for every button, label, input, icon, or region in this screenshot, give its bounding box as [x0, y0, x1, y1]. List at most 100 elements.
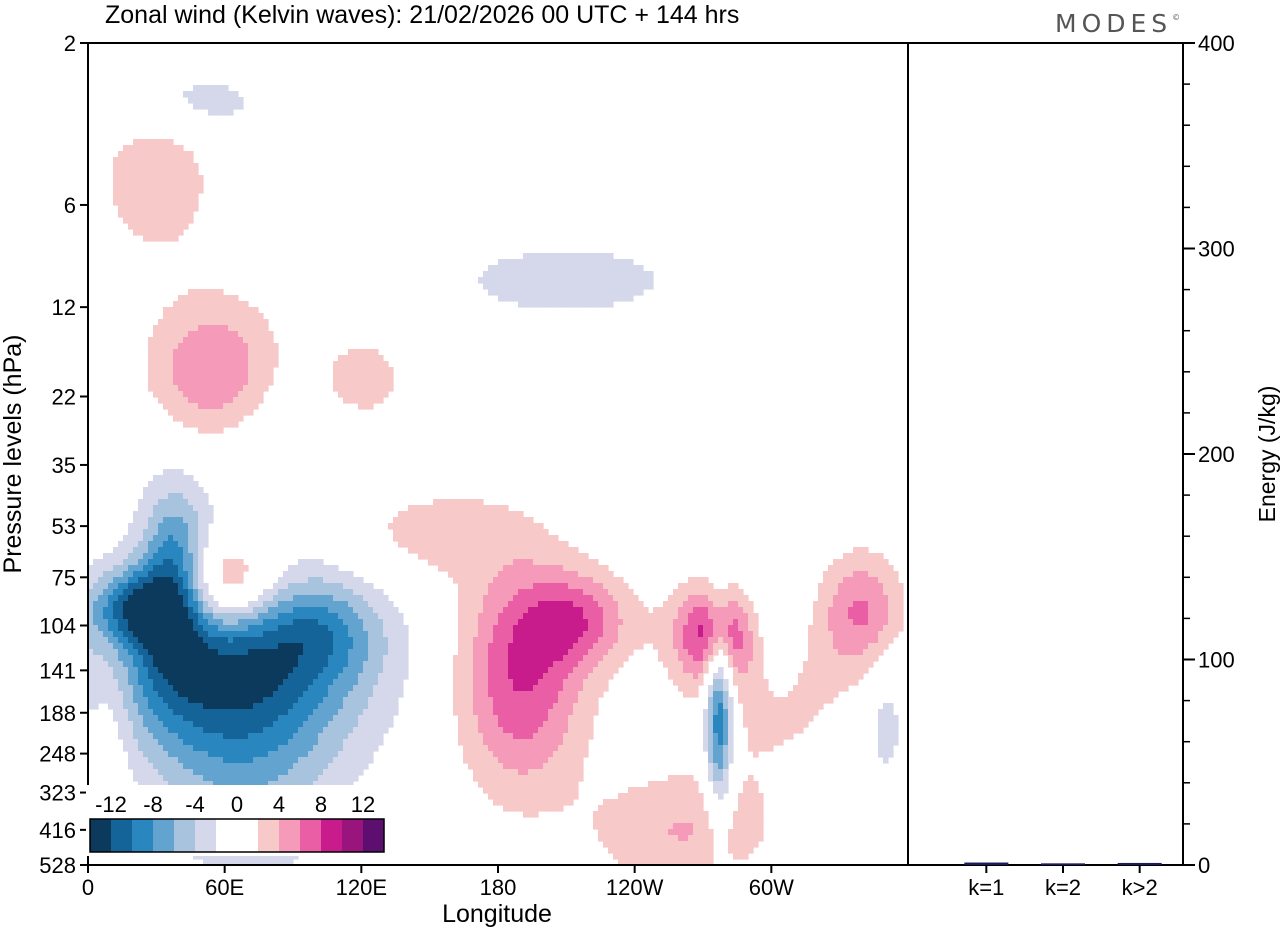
heatmap-cell	[583, 703, 589, 710]
heatmap-cell	[123, 175, 129, 182]
heatmap-cell	[138, 673, 144, 680]
heatmap-cell	[178, 481, 184, 488]
heatmap-cell	[163, 331, 169, 338]
heatmap-cell	[563, 721, 569, 728]
heatmap-cell	[203, 631, 209, 638]
heatmap-cell	[543, 571, 549, 578]
heatmap-cell	[663, 607, 669, 614]
heatmap-cell	[548, 667, 554, 674]
heatmap-cell	[368, 385, 374, 392]
heatmap-cell	[358, 583, 364, 590]
heatmap-cell	[183, 163, 189, 170]
heatmap-cell	[508, 631, 514, 638]
heatmap-cell	[293, 715, 299, 722]
heatmap-cell	[178, 559, 184, 566]
heatmap-cell	[538, 709, 544, 716]
heatmap-cell	[578, 601, 584, 608]
heatmap-cell	[543, 661, 549, 668]
heatmap-cell	[148, 589, 154, 596]
heatmap-cell	[368, 721, 374, 728]
heatmap-cell	[668, 661, 674, 668]
heatmap-cell	[703, 577, 709, 584]
heatmap-cell	[523, 595, 529, 602]
heatmap-cell	[473, 565, 479, 572]
heatmap-cell	[143, 619, 149, 626]
heatmap-cell	[598, 661, 604, 668]
heatmap-cell	[518, 535, 524, 542]
heatmap-cell	[508, 661, 514, 668]
heatmap-cell	[563, 265, 569, 272]
heatmap-cell	[523, 253, 529, 260]
heatmap-cell	[603, 295, 609, 302]
heatmap-cell	[353, 661, 359, 668]
heatmap-cell	[228, 655, 234, 662]
heatmap-cell	[373, 667, 379, 674]
heatmap-cell	[143, 511, 149, 518]
heatmap-cell	[838, 643, 844, 650]
heatmap-cell	[388, 607, 394, 614]
heatmap-cell	[173, 199, 179, 206]
heatmap-cell	[888, 583, 894, 590]
heatmap-cell	[493, 547, 499, 554]
heatmap-cell	[193, 343, 199, 350]
heatmap-cell	[228, 421, 234, 428]
heatmap-cell	[413, 529, 419, 536]
heatmap-cell	[503, 685, 509, 692]
heatmap-cell	[203, 673, 209, 680]
heatmap-cell	[173, 349, 179, 356]
heatmap-cell	[718, 673, 724, 680]
heatmap-cell	[803, 673, 809, 680]
heatmap-cell	[478, 643, 484, 650]
heatmap-cell	[403, 625, 409, 632]
heatmap-cell	[253, 391, 259, 398]
heatmap-cell	[473, 661, 479, 668]
heatmap-cell	[123, 643, 129, 650]
heatmap-cell	[593, 643, 599, 650]
heatmap-cell	[378, 709, 384, 716]
heatmap-cell	[108, 607, 114, 614]
heatmap-cell	[713, 625, 719, 632]
heatmap-cell	[823, 619, 829, 626]
heatmap-cell	[198, 649, 204, 656]
heatmap-cell	[633, 595, 639, 602]
heatmap-cell	[88, 655, 94, 662]
heatmap-cell	[848, 679, 854, 686]
heatmap-cell	[493, 583, 499, 590]
heatmap-cell	[163, 505, 169, 512]
heatmap-cell	[508, 553, 514, 560]
heatmap-cell	[153, 187, 159, 194]
heatmap-cell	[233, 379, 239, 386]
heatmap-cell	[268, 625, 274, 632]
heatmap-cell	[578, 259, 584, 266]
heatmap-cell	[683, 643, 689, 650]
heatmap-cell	[108, 619, 114, 626]
heatmap-cell	[373, 625, 379, 632]
heatmap-cell	[168, 181, 174, 188]
heatmap-cell	[208, 703, 214, 710]
heatmap-cell	[828, 649, 834, 656]
heatmap-cell	[503, 637, 509, 644]
heatmap-cell	[353, 379, 359, 386]
heatmap-cell	[688, 577, 694, 584]
heatmap-cell	[483, 673, 489, 680]
heatmap-cell	[553, 637, 559, 644]
heatmap-cell	[338, 649, 344, 656]
heatmap-cell	[528, 625, 534, 632]
heatmap-cell	[508, 649, 514, 656]
heatmap-cell	[373, 589, 379, 596]
heatmap-cell	[498, 595, 504, 602]
heatmap-cell	[583, 637, 589, 644]
heatmap-cell	[453, 571, 459, 578]
heatmap-cell	[458, 709, 464, 716]
heatmap-cell	[483, 697, 489, 704]
heatmap-cell	[208, 601, 214, 608]
heatmap-cell	[473, 715, 479, 722]
heatmap-cell	[743, 709, 749, 716]
heatmap-cell	[233, 295, 239, 302]
heatmap-cell	[308, 607, 314, 614]
heatmap-cell	[298, 619, 304, 626]
heatmap-cell	[98, 643, 104, 650]
heatmap-cell	[573, 631, 579, 638]
heatmap-cell	[198, 403, 204, 410]
heatmap-cell	[898, 601, 904, 608]
